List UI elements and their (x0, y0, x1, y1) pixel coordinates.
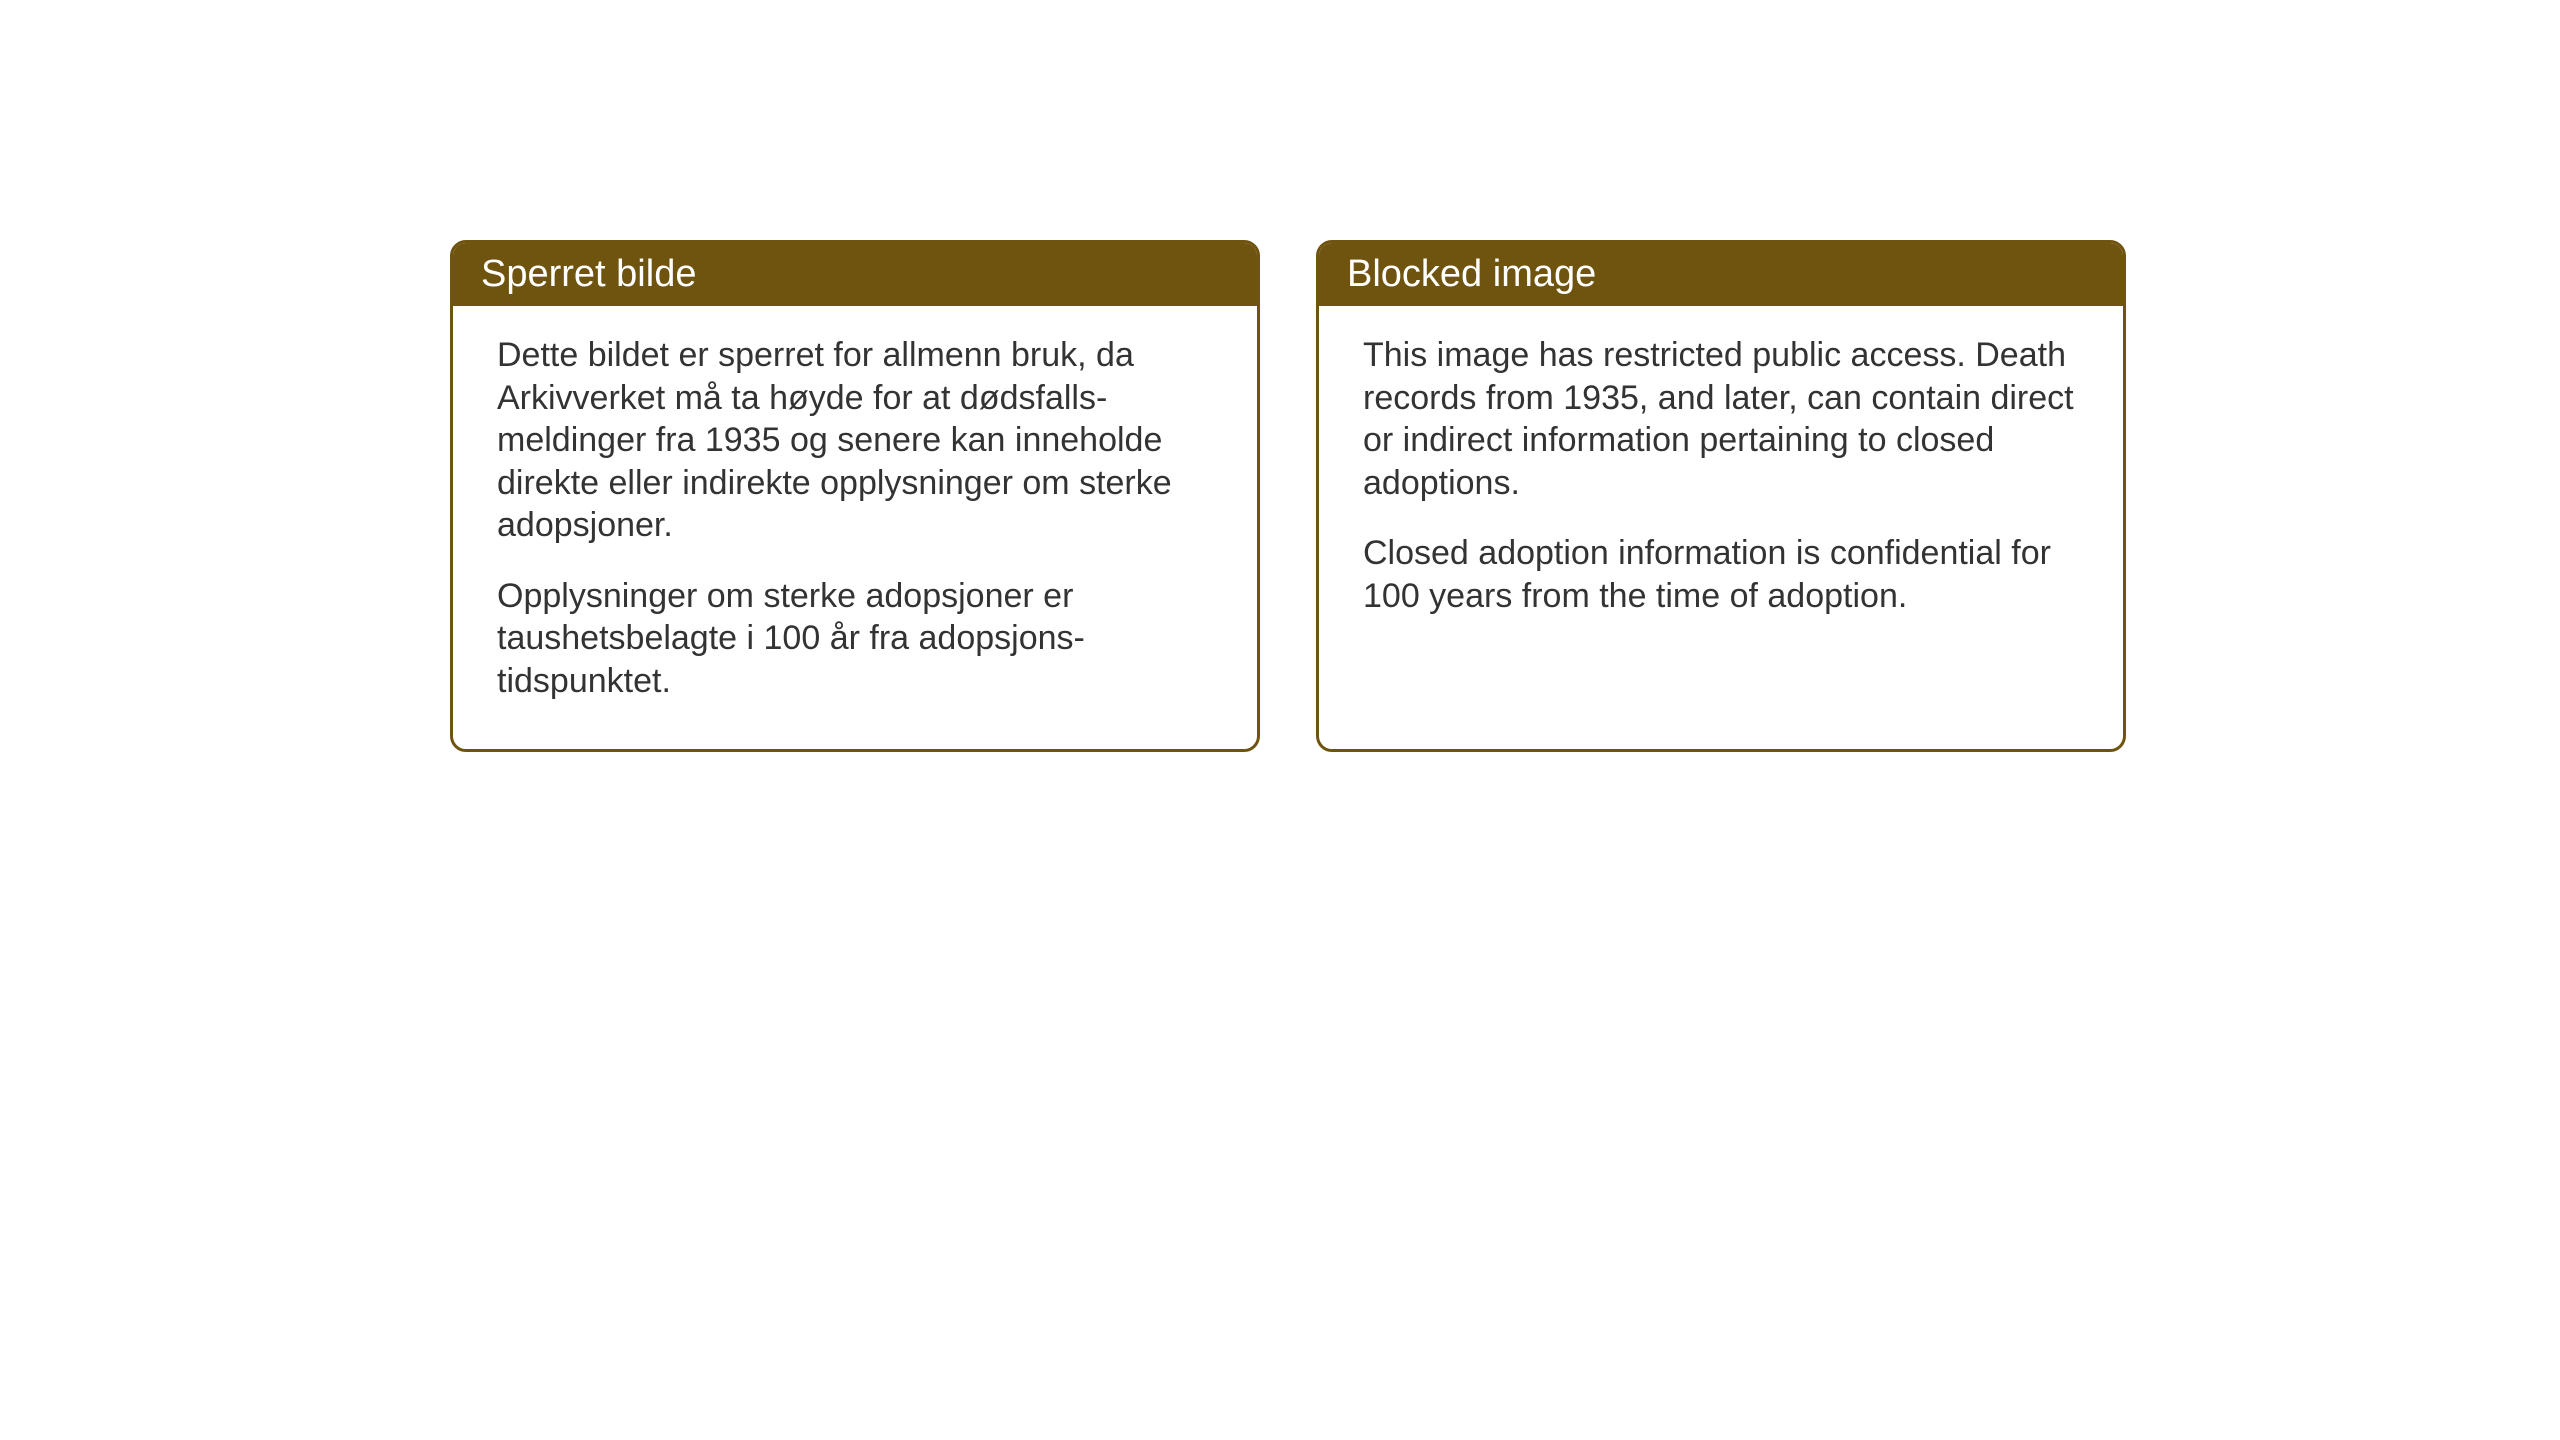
english-paragraph-1: This image has restricted public access.… (1363, 334, 2079, 504)
english-card-title: Blocked image (1347, 253, 1596, 295)
norwegian-card-header: Sperret bilde (453, 243, 1257, 306)
norwegian-paragraph-1: Dette bildet er sperret for allmenn bruk… (497, 334, 1213, 547)
norwegian-card-title: Sperret bilde (481, 253, 696, 295)
english-paragraph-2: Closed adoption information is confident… (1363, 532, 2079, 617)
norwegian-card-body: Dette bildet er sperret for allmenn bruk… (453, 306, 1257, 742)
norwegian-notice-card: Sperret bilde Dette bildet er sperret fo… (450, 240, 1260, 752)
english-notice-card: Blocked image This image has restricted … (1316, 240, 2126, 752)
english-card-body: This image has restricted public access.… (1319, 306, 2123, 657)
english-card-header: Blocked image (1319, 243, 2123, 306)
norwegian-paragraph-2: Opplysninger om sterke adopsjoner er tau… (497, 575, 1213, 703)
notice-container: Sperret bilde Dette bildet er sperret fo… (450, 240, 2126, 752)
